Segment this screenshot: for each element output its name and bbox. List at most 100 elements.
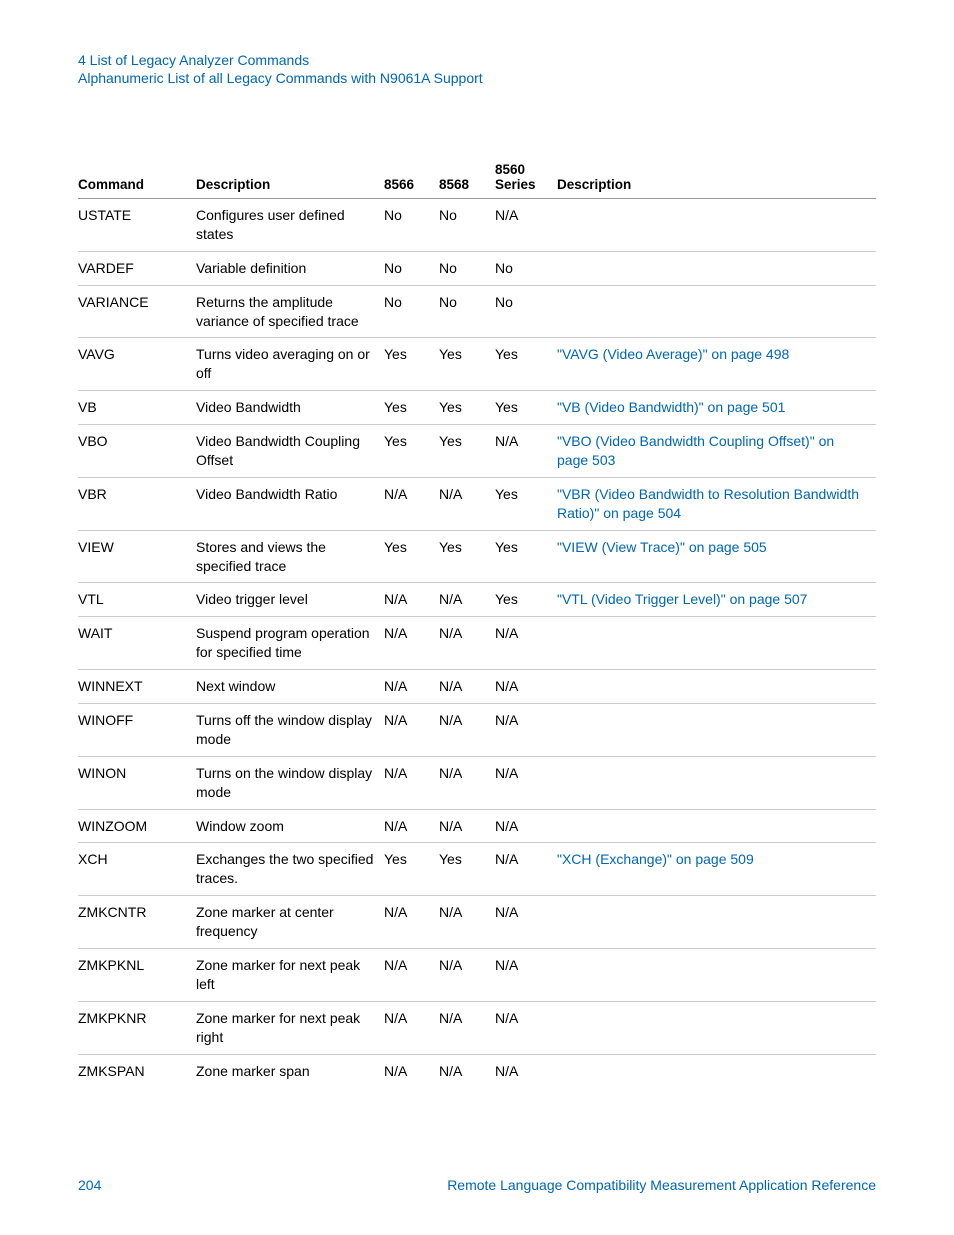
page-reference-link[interactable]: "VIEW (View Trace)" on page 505 bbox=[557, 539, 767, 555]
table-row: ZMKPKNRZone marker for next peak rightN/… bbox=[78, 1001, 876, 1054]
cell-description1: Video Bandwidth Ratio bbox=[196, 477, 384, 530]
cell-description2 bbox=[557, 809, 876, 843]
cell-description2 bbox=[557, 704, 876, 757]
cell-8566: N/A bbox=[384, 617, 439, 670]
cell-description2: "VBR (Video Bandwidth to Resolution Band… bbox=[557, 477, 876, 530]
cell-command: XCH bbox=[78, 843, 196, 896]
page-reference-link[interactable]: "VBR (Video Bandwidth to Resolution Band… bbox=[557, 486, 859, 521]
cell-8568: N/A bbox=[439, 670, 495, 704]
cell-command: ZMKCNTR bbox=[78, 896, 196, 949]
page-reference-link[interactable]: "VTL (Video Trigger Level)" on page 507 bbox=[557, 591, 807, 607]
cell-description1: Turns on the window display mode bbox=[196, 756, 384, 809]
cell-8566: N/A bbox=[384, 896, 439, 949]
cell-description2 bbox=[557, 1001, 876, 1054]
cell-8568: Yes bbox=[439, 338, 495, 391]
cell-description1: Suspend program operation for specified … bbox=[196, 617, 384, 670]
cell-8566: N/A bbox=[384, 704, 439, 757]
cell-8568: N/A bbox=[439, 583, 495, 617]
cell-description1: Zone marker at center frequency bbox=[196, 896, 384, 949]
header-chapter: 4 List of Legacy Analyzer Commands bbox=[78, 52, 876, 68]
cell-8566: N/A bbox=[384, 1001, 439, 1054]
cell-description1: Zone marker span bbox=[196, 1054, 384, 1087]
cell-command: WAIT bbox=[78, 617, 196, 670]
cell-8566: Yes bbox=[384, 391, 439, 425]
cell-8566: N/A bbox=[384, 756, 439, 809]
cell-description2: "VBO (Video Bandwidth Coupling Offset)" … bbox=[557, 425, 876, 478]
cell-8560: Yes bbox=[495, 477, 557, 530]
cell-description1: Turns video averaging on or off bbox=[196, 338, 384, 391]
page-reference-link[interactable]: "XCH (Exchange)" on page 509 bbox=[557, 851, 754, 867]
header-subtitle: Alphanumeric List of all Legacy Commands… bbox=[78, 70, 876, 86]
page-reference-link[interactable]: "VB (Video Bandwidth)" on page 501 bbox=[557, 399, 785, 415]
cell-8568: N/A bbox=[439, 617, 495, 670]
cell-8566: N/A bbox=[384, 583, 439, 617]
cell-8568: No bbox=[439, 199, 495, 252]
col-header-description1: Description bbox=[196, 156, 384, 199]
cell-8568: N/A bbox=[439, 704, 495, 757]
page-reference-link[interactable]: "VAVG (Video Average)" on page 498 bbox=[557, 346, 789, 362]
table-row: WINONTurns on the window display modeN/A… bbox=[78, 756, 876, 809]
cell-description1: Window zoom bbox=[196, 809, 384, 843]
page-header: 4 List of Legacy Analyzer Commands Alpha… bbox=[78, 52, 876, 86]
cell-command: USTATE bbox=[78, 199, 196, 252]
col-header-8560-l1: 8560 bbox=[495, 162, 525, 177]
cell-command: VIEW bbox=[78, 530, 196, 583]
cell-8566: No bbox=[384, 199, 439, 252]
cell-description1: Zone marker for next peak left bbox=[196, 949, 384, 1002]
cell-description2: "VIEW (View Trace)" on page 505 bbox=[557, 530, 876, 583]
cell-description1: Zone marker for next peak right bbox=[196, 1001, 384, 1054]
page-reference-link[interactable]: "VBO (Video Bandwidth Coupling Offset)" … bbox=[557, 433, 834, 468]
table-row: VBRVideo Bandwidth RatioN/AN/AYes"VBR (V… bbox=[78, 477, 876, 530]
table-row: USTATEConfigures user defined statesNoNo… bbox=[78, 199, 876, 252]
cell-8560: Yes bbox=[495, 391, 557, 425]
col-header-8568: 8568 bbox=[439, 156, 495, 199]
cell-description2 bbox=[557, 199, 876, 252]
cell-8560: No bbox=[495, 285, 557, 338]
cell-description1: Returns the amplitude variance of specif… bbox=[196, 285, 384, 338]
cell-description1: Variable definition bbox=[196, 251, 384, 285]
cell-description1: Next window bbox=[196, 670, 384, 704]
cell-8560: N/A bbox=[495, 949, 557, 1002]
table-row: VARIANCEReturns the amplitude variance o… bbox=[78, 285, 876, 338]
cell-description2: "VTL (Video Trigger Level)" on page 507 bbox=[557, 583, 876, 617]
cell-command: VTL bbox=[78, 583, 196, 617]
cell-8568: No bbox=[439, 251, 495, 285]
table-header-row: Command Description 8566 8568 8560 Serie… bbox=[78, 156, 876, 199]
page-number: 204 bbox=[78, 1177, 101, 1193]
cell-8560: N/A bbox=[495, 425, 557, 478]
cell-description2: "VAVG (Video Average)" on page 498 bbox=[557, 338, 876, 391]
cell-8560: N/A bbox=[495, 704, 557, 757]
cell-8560: N/A bbox=[495, 199, 557, 252]
cell-8566: N/A bbox=[384, 1054, 439, 1087]
table-row: VTLVideo trigger levelN/AN/AYes"VTL (Vid… bbox=[78, 583, 876, 617]
cell-8560: N/A bbox=[495, 617, 557, 670]
cell-8566: N/A bbox=[384, 949, 439, 1002]
cell-8560: Yes bbox=[495, 583, 557, 617]
cell-8566: Yes bbox=[384, 530, 439, 583]
cell-description2: "XCH (Exchange)" on page 509 bbox=[557, 843, 876, 896]
table-row: WINNEXTNext windowN/AN/AN/A bbox=[78, 670, 876, 704]
cell-8560: N/A bbox=[495, 756, 557, 809]
cell-8560: Yes bbox=[495, 338, 557, 391]
cell-command: VARIANCE bbox=[78, 285, 196, 338]
col-header-8560: 8560 Series bbox=[495, 156, 557, 199]
cell-description2 bbox=[557, 670, 876, 704]
table-row: ZMKCNTRZone marker at center frequencyN/… bbox=[78, 896, 876, 949]
cell-command: WINON bbox=[78, 756, 196, 809]
table-row: VARDEFVariable definitionNoNoNo bbox=[78, 251, 876, 285]
cell-8560: N/A bbox=[495, 809, 557, 843]
cell-description2: "VB (Video Bandwidth)" on page 501 bbox=[557, 391, 876, 425]
cell-command: VB bbox=[78, 391, 196, 425]
footer-title: Remote Language Compatibility Measuremen… bbox=[447, 1177, 876, 1193]
cell-8568: N/A bbox=[439, 809, 495, 843]
col-header-command: Command bbox=[78, 156, 196, 199]
table-row: WAITSuspend program operation for specif… bbox=[78, 617, 876, 670]
cell-8560: N/A bbox=[495, 1054, 557, 1087]
cell-8566: Yes bbox=[384, 338, 439, 391]
table-row: ZMKPKNLZone marker for next peak leftN/A… bbox=[78, 949, 876, 1002]
col-header-8560-l2: Series bbox=[495, 177, 536, 192]
cell-command: ZMKPKNR bbox=[78, 1001, 196, 1054]
cell-command: WINNEXT bbox=[78, 670, 196, 704]
cell-description1: Stores and views the specified trace bbox=[196, 530, 384, 583]
table-row: VIEWStores and views the specified trace… bbox=[78, 530, 876, 583]
